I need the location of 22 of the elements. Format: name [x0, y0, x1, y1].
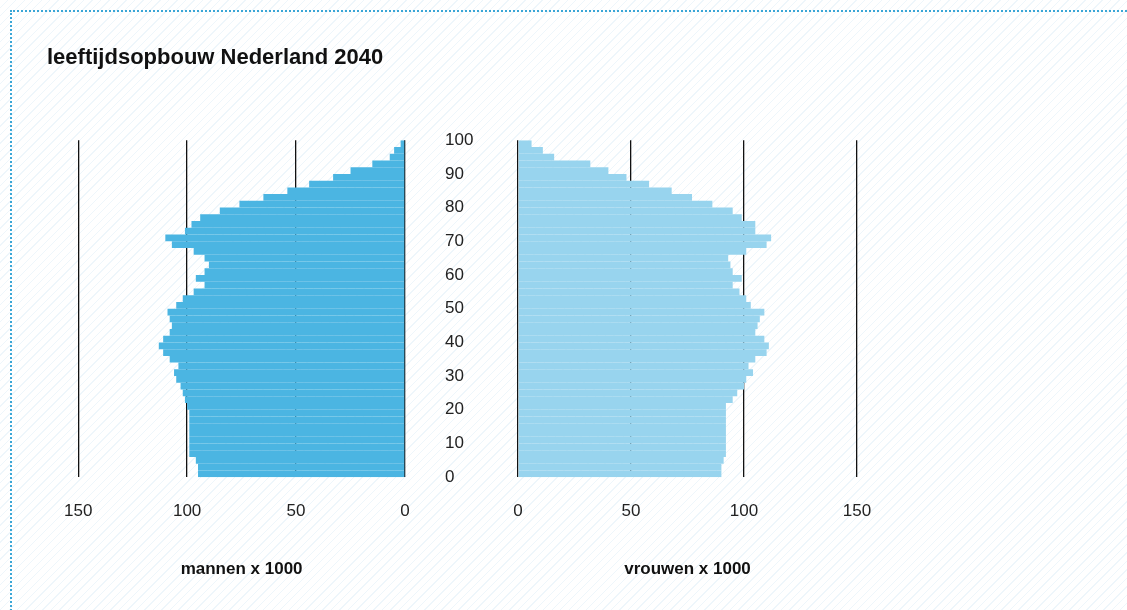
y-tick-label: 70: [445, 230, 464, 250]
y-tick-label: 60: [445, 264, 464, 284]
y-tick-label: 0: [445, 466, 455, 486]
y-tick-label: 100: [445, 129, 474, 149]
x-tick-label: 100: [729, 501, 759, 521]
x-axis-title: mannen x 1000: [180, 559, 303, 579]
y-tick-label: 40: [445, 332, 464, 352]
x-tick-label: 0: [513, 501, 523, 521]
y-tick-label: 50: [445, 298, 464, 318]
x-tick-label: 100: [172, 501, 202, 521]
y-tick-label: 80: [445, 197, 464, 217]
x-tick-label: 50: [621, 501, 641, 521]
x-tick-label: 150: [63, 501, 93, 521]
y-tick-label: 10: [445, 433, 464, 453]
x-tick-label: 50: [286, 501, 306, 521]
y-tick-label: 30: [445, 365, 464, 385]
y-tick-label: 20: [445, 399, 464, 419]
chart-title: leeftijdsopbouw Nederland 2040: [47, 44, 384, 70]
x-tick-label: 150: [842, 501, 872, 521]
x-tick-label: 0: [400, 501, 410, 521]
y-tick-label: 90: [445, 163, 464, 183]
x-axis-title: vrouwen x 1000: [624, 559, 751, 579]
